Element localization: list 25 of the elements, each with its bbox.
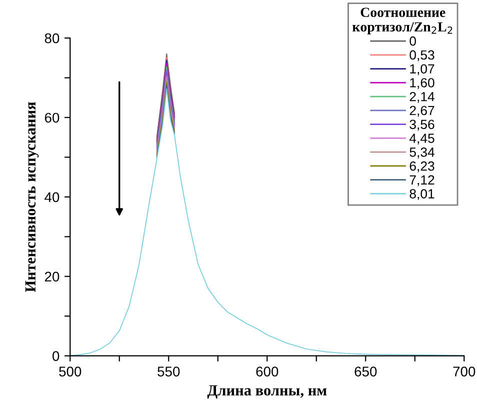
x-tick-label: 550 [158,366,180,376]
y-tick-label: 60 [44,112,60,123]
legend-label: 7,12 [410,175,434,186]
legend-label: 4,45 [409,134,434,145]
legend-label: 0,53 [410,50,434,62]
legend-label: 3,56 [410,120,434,131]
legend-label: 2,67 [410,106,434,117]
legend-label: 1,60 [410,78,434,89]
legend-label: 5,34 [410,147,434,158]
x-axis-title: Длина волны, нм [207,385,327,399]
y-tick-label: 40 [44,192,60,202]
legend-title: Соотношение кортизол/Zn$_{2}$L$_{2}$ [352,8,452,34]
legend-label: 2,14 [410,92,434,103]
y-tick-label: 80 [44,33,60,44]
legend-label: 0 [410,36,416,46]
legend-label: 1,07 [410,64,434,76]
x-tick-label: 700 [453,366,476,376]
x-tick-label: 500 [59,366,82,376]
y-axis-title: Интенсивность испускания [25,102,39,292]
legend-label: 8,01 [410,189,434,200]
legend-label: 6,23 [410,161,434,172]
y-tick-label: 20 [44,272,60,282]
x-tick-label: 650 [354,366,377,376]
y-tick-label: 0 [52,351,60,361]
x-tick-label: 600 [256,366,278,376]
